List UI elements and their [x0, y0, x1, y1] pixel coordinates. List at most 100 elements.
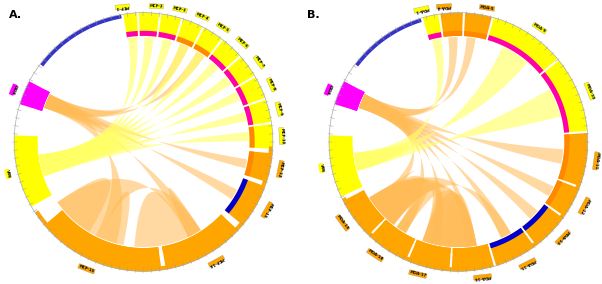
- Polygon shape: [39, 112, 246, 176]
- Polygon shape: [139, 12, 160, 37]
- Text: MCF-1: MCF-1: [116, 4, 129, 10]
- Text: MCF-6: MCF-6: [236, 37, 249, 49]
- Polygon shape: [57, 179, 200, 237]
- Polygon shape: [522, 204, 563, 245]
- Polygon shape: [370, 176, 429, 233]
- Text: MCF-4: MCF-4: [196, 12, 209, 21]
- Polygon shape: [244, 106, 253, 126]
- Polygon shape: [347, 136, 362, 189]
- Polygon shape: [235, 77, 265, 106]
- Polygon shape: [209, 40, 240, 71]
- Polygon shape: [244, 100, 272, 126]
- Polygon shape: [58, 210, 159, 253]
- Polygon shape: [39, 62, 219, 176]
- Polygon shape: [158, 32, 176, 41]
- Text: MDA-5: MDA-5: [480, 5, 494, 11]
- Text: MCF-5: MCF-5: [217, 22, 230, 33]
- Text: MCF-2: MCF-2: [149, 4, 163, 9]
- Polygon shape: [423, 14, 442, 40]
- Polygon shape: [244, 151, 254, 176]
- Polygon shape: [359, 94, 563, 164]
- Polygon shape: [359, 190, 385, 222]
- Polygon shape: [488, 18, 557, 74]
- Polygon shape: [44, 44, 188, 117]
- Text: MDA-4: MDA-4: [436, 4, 452, 9]
- Polygon shape: [39, 132, 249, 176]
- Polygon shape: [44, 94, 122, 243]
- Polygon shape: [359, 94, 477, 247]
- Polygon shape: [44, 94, 237, 199]
- Text: MDA-16: MDA-16: [474, 274, 491, 280]
- Polygon shape: [359, 94, 443, 245]
- Text: MDA-1: MDA-1: [414, 6, 429, 13]
- Text: VIN: VIN: [318, 164, 324, 173]
- Text: MDA-9: MDA-9: [532, 22, 547, 34]
- Polygon shape: [14, 135, 52, 207]
- Polygon shape: [441, 12, 463, 37]
- Polygon shape: [33, 136, 52, 198]
- Polygon shape: [370, 177, 511, 238]
- Polygon shape: [39, 37, 154, 176]
- Polygon shape: [235, 86, 248, 106]
- Polygon shape: [382, 220, 415, 244]
- Polygon shape: [342, 197, 396, 254]
- Polygon shape: [223, 69, 239, 87]
- Text: MCF-3: MCF-3: [173, 6, 187, 13]
- Polygon shape: [397, 188, 477, 247]
- Polygon shape: [158, 14, 181, 41]
- Polygon shape: [354, 89, 560, 171]
- Polygon shape: [244, 151, 272, 182]
- Polygon shape: [176, 36, 194, 47]
- Polygon shape: [140, 31, 157, 37]
- Polygon shape: [400, 254, 492, 271]
- Polygon shape: [134, 188, 200, 247]
- Polygon shape: [212, 146, 273, 250]
- Polygon shape: [354, 38, 444, 171]
- Polygon shape: [193, 44, 211, 57]
- Polygon shape: [249, 124, 273, 149]
- Text: MCF-12: MCF-12: [276, 161, 284, 178]
- Polygon shape: [359, 94, 554, 196]
- Text: MCF-8: MCF-8: [267, 78, 276, 92]
- Polygon shape: [359, 94, 511, 238]
- Polygon shape: [545, 180, 562, 206]
- Text: MCF-7: MCF-7: [253, 55, 265, 69]
- Polygon shape: [541, 72, 569, 133]
- Polygon shape: [359, 37, 458, 116]
- Polygon shape: [370, 171, 423, 225]
- Polygon shape: [541, 60, 588, 133]
- Polygon shape: [359, 94, 414, 210]
- Polygon shape: [45, 210, 161, 272]
- Polygon shape: [40, 14, 122, 66]
- Polygon shape: [39, 37, 137, 176]
- Text: MDA-10: MDA-10: [585, 82, 594, 100]
- Polygon shape: [343, 190, 385, 235]
- Text: MDA-15: MDA-15: [519, 258, 536, 269]
- Polygon shape: [39, 39, 172, 176]
- Polygon shape: [329, 135, 362, 197]
- Polygon shape: [39, 44, 188, 176]
- Polygon shape: [193, 28, 222, 57]
- Polygon shape: [428, 32, 442, 40]
- Text: B.: B.: [307, 10, 320, 20]
- Polygon shape: [209, 54, 226, 71]
- Text: MCF-9: MCF-9: [275, 102, 282, 116]
- Polygon shape: [162, 214, 225, 252]
- Polygon shape: [489, 228, 524, 248]
- Polygon shape: [488, 35, 544, 74]
- Polygon shape: [249, 127, 255, 148]
- Text: MCF-15: MCF-15: [78, 264, 95, 273]
- Text: MCF-14: MCF-14: [208, 256, 225, 267]
- Polygon shape: [370, 178, 477, 247]
- Polygon shape: [352, 90, 365, 111]
- Polygon shape: [522, 204, 548, 231]
- Polygon shape: [225, 178, 248, 214]
- Polygon shape: [35, 210, 111, 267]
- Polygon shape: [225, 178, 265, 225]
- Text: VIN: VIN: [5, 169, 10, 179]
- Polygon shape: [452, 244, 494, 271]
- Polygon shape: [354, 47, 527, 171]
- Polygon shape: [335, 81, 365, 111]
- Text: MDA-11: MDA-11: [593, 152, 599, 170]
- Text: MCF-10: MCF-10: [279, 128, 284, 144]
